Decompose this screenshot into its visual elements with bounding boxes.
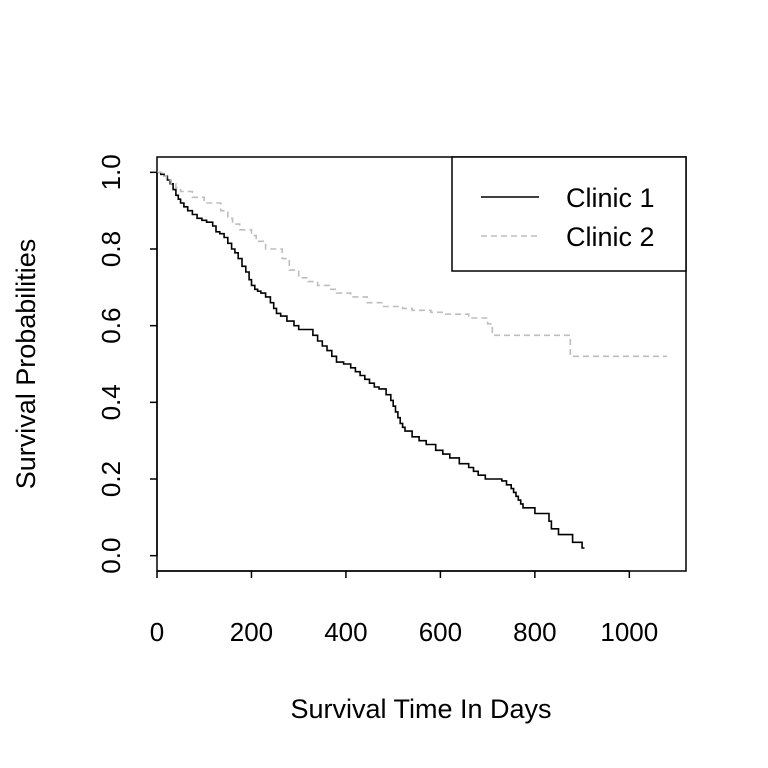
y-axis: 0.0 0.2 0.4 0.6 0.8 1.0 <box>96 154 158 574</box>
y-axis-title: Survival Probabilities <box>11 239 41 490</box>
y-tick-label: 0.6 <box>96 308 126 344</box>
x-tick-label: 200 <box>230 617 273 647</box>
legend-box <box>451 156 687 272</box>
x-axis: 0 200 400 600 800 1000 <box>150 570 658 647</box>
y-tick-label: 0.2 <box>96 461 126 497</box>
x-tick-label: 600 <box>419 617 462 647</box>
y-tick-label: 1.0 <box>96 154 126 190</box>
x-tick-label: 0 <box>150 617 164 647</box>
x-tick-label: 400 <box>324 617 367 647</box>
y-tick-label: 0.4 <box>96 384 126 420</box>
x-tick-label: 1000 <box>600 617 658 647</box>
y-tick-label: 0.0 <box>96 538 126 574</box>
y-tick-label: 0.8 <box>96 231 126 267</box>
legend: Clinic 1 Clinic 2 <box>451 156 687 272</box>
x-tick-label: 800 <box>513 617 556 647</box>
series-line-clinic-1 <box>157 171 585 549</box>
x-axis-title: Survival Time In Days <box>290 694 551 724</box>
legend-label: Clinic 1 <box>566 183 655 213</box>
series-line-clinic-2 <box>157 171 668 358</box>
legend-label: Clinic 2 <box>566 222 655 252</box>
